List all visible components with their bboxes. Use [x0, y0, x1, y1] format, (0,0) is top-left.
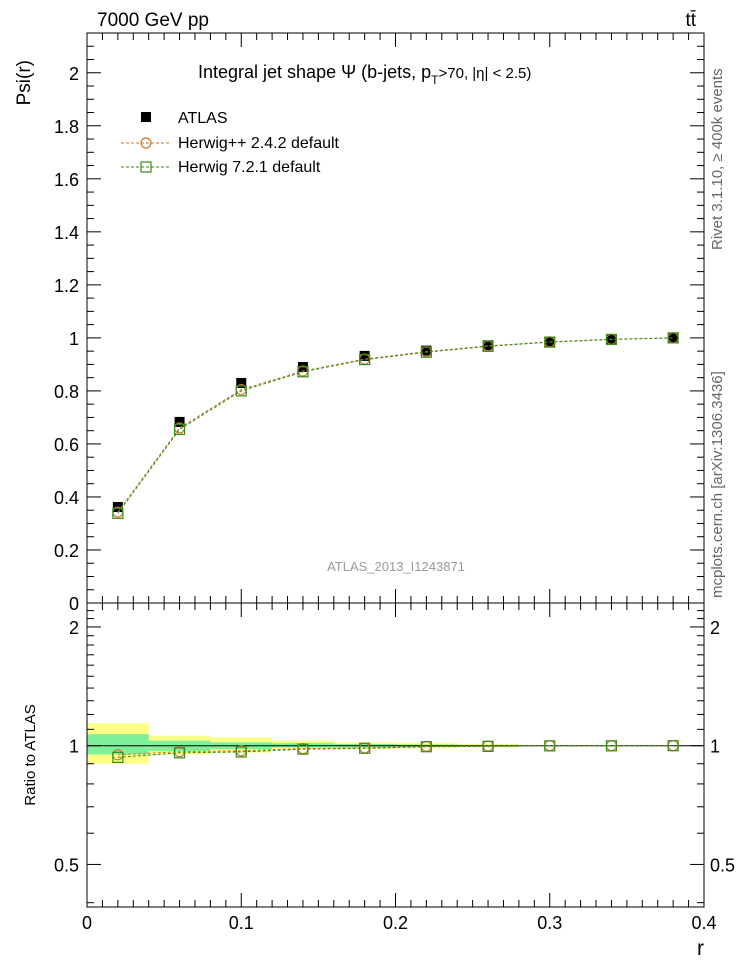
chart-title: Integral jet shape Ψ (b-jets, pT>70, |η|…	[198, 62, 531, 87]
ratio-y-tick-label: 2	[69, 618, 79, 638]
ratio-series-line	[117, 745, 674, 758]
legend-item-atlas: ATLAS	[141, 110, 228, 127]
y-tick-label: 0.4	[54, 488, 79, 508]
x-tick-label: 0.2	[383, 913, 408, 933]
y-tick-label: 1.4	[54, 223, 79, 243]
ratio-panel-ticks	[86, 603, 705, 907]
ratio-point	[667, 740, 679, 752]
data-point	[112, 507, 124, 519]
data-point	[668, 332, 679, 343]
legend-marker-atlas	[141, 112, 151, 122]
legend-marker-herwig7	[140, 161, 152, 173]
ratio-point	[297, 743, 309, 755]
main-panel: 0 0.2 0.4 0.6 0.8 1 1.2 1.4 1.6 1.8 2 Integral jet…	[14, 32, 705, 614]
x-tick-label: 0	[82, 913, 92, 933]
data-point	[482, 340, 494, 352]
series-line	[117, 337, 674, 513]
data-point	[420, 346, 432, 358]
data-point	[174, 416, 185, 427]
data-point	[236, 377, 247, 388]
ratio-y-tick-label-right: 0.5	[710, 855, 735, 875]
ratio-point	[173, 747, 186, 759]
y-axis-label: Psi(r)	[14, 60, 35, 105]
data-point	[359, 354, 371, 366]
data-point	[359, 350, 370, 361]
analysis-watermark: ATLAS_2013_I1243871	[327, 559, 465, 574]
ratio-y-axis-label: Ratio to ATLAS	[22, 704, 39, 805]
ratio-point	[359, 742, 371, 754]
data-point	[235, 385, 247, 397]
side-label-mcplots: mcplots.cern.ch [arXiv:1306.3436]	[709, 371, 726, 598]
legend-item-herwigpp: Herwig++ 2.4.2 default	[121, 135, 340, 152]
ratio-y-tick-label-right: 2	[710, 618, 720, 638]
ratio-y-tick-label: 0.5	[54, 855, 79, 875]
y-tick-label: 0	[69, 594, 79, 614]
x-axis-label: r	[697, 937, 704, 960]
ratio-point	[544, 740, 556, 752]
ratio-point	[420, 741, 432, 753]
legend-label-herwigpp: Herwig++ 2.4.2 default	[178, 135, 340, 152]
legend-marker-herwigpp	[140, 137, 152, 149]
ratio-series-1	[112, 740, 679, 763]
uncertainty-band-inner	[87, 734, 149, 755]
legend: ATLAS Herwig++ 2.4.2 default Herwig 7.2.…	[121, 110, 340, 176]
series-2	[112, 332, 679, 519]
series-line	[117, 337, 674, 514]
y-tick-label: 0.6	[54, 435, 79, 455]
x-tick-label: 0.3	[537, 913, 562, 933]
data-point	[483, 340, 494, 351]
data-point	[297, 366, 309, 378]
y-tick-label: 1.8	[54, 117, 79, 137]
y-tick-label: 1.2	[54, 276, 79, 296]
legend-label-atlas: ATLAS	[178, 110, 228, 127]
main-panel-series	[112, 332, 679, 519]
ratio-panel-series	[112, 740, 679, 763]
ratio-y-tick-label: 1	[69, 737, 79, 757]
series-1	[112, 332, 679, 518]
ratio-panel-frame	[86, 602, 705, 908]
series-0	[112, 332, 679, 513]
ratio-point	[235, 746, 247, 758]
y-tick-label: 1	[69, 329, 79, 349]
data-point	[544, 336, 556, 348]
ratio-y-tick-label-right: 1	[710, 737, 720, 757]
data-point	[173, 423, 186, 435]
main-panel-tick-labels: 0 0.2 0.4 0.6 0.8 1 1.2 1.4 1.6 1.8 2	[54, 64, 79, 614]
header-energy-label: 7000 GeV pp	[97, 10, 209, 31]
ratio-point	[605, 740, 618, 752]
ratio-panel: 0.5 0.5 1 1 2 2 0 0.1 0.2 0.3 0.4 Ratio to ATLAS r	[22, 602, 735, 960]
legend-label-herwig7: Herwig 7.2.1 default	[178, 159, 321, 176]
x-tick-label: 0.4	[691, 913, 716, 933]
ratio-panel-tick-labels: 0.5 0.5 1 1 2 2 0 0.1 0.2 0.3 0.4	[54, 618, 735, 933]
data-point	[421, 345, 432, 356]
ratio-point	[482, 740, 494, 752]
data-point	[667, 332, 679, 344]
ratio-point	[112, 751, 124, 763]
x-tick-label: 0.1	[229, 913, 254, 933]
header-process-label: tt̄	[685, 10, 696, 31]
y-tick-label: 1.6	[54, 170, 79, 190]
y-tick-label: 0.2	[54, 541, 79, 561]
y-tick-label: 2	[69, 64, 79, 84]
data-point	[605, 333, 618, 346]
main-panel-ticks	[86, 33, 705, 604]
side-label-rivet: Rivet 3.1.10, ≥ 400k events	[709, 68, 726, 250]
y-tick-label: 0.8	[54, 382, 79, 402]
legend-item-herwig7: Herwig 7.2.1 default	[121, 159, 321, 176]
